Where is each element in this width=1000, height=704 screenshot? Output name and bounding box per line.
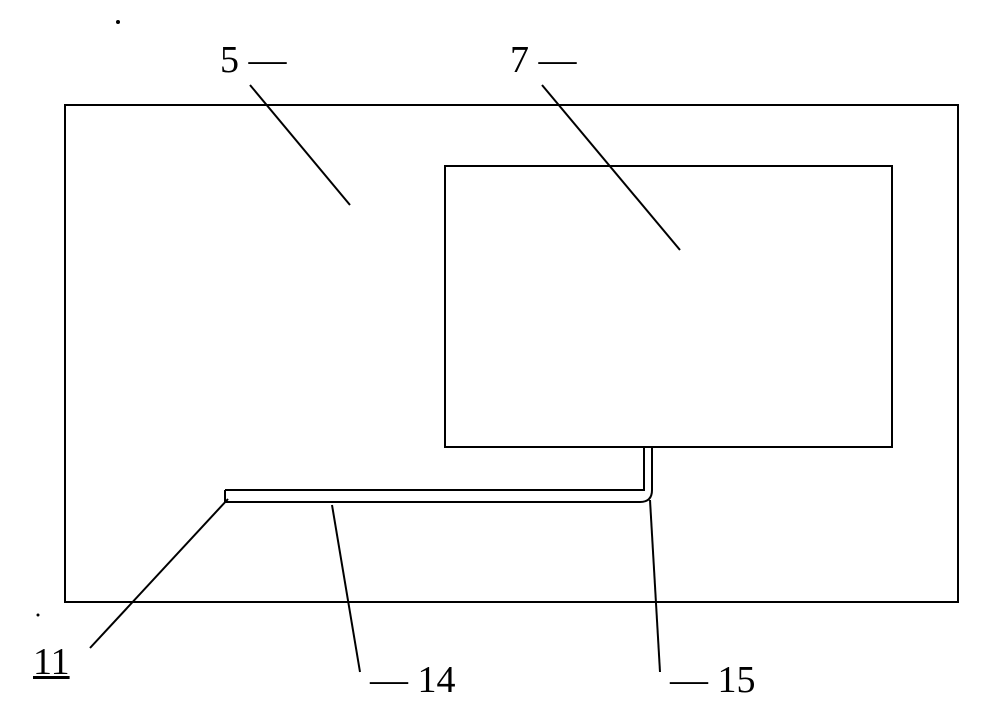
label-7-text: 7 [510, 39, 529, 81]
label-11-text: 11 [33, 641, 70, 683]
label-15-dash: — [670, 659, 718, 701]
label-14: — 14 [370, 658, 456, 702]
leader-11 [90, 499, 228, 648]
label-15-text: 15 [718, 659, 756, 701]
leader-5 [250, 85, 350, 205]
label-15: — 15 [670, 658, 756, 702]
label-14-dash: — [370, 659, 418, 701]
dot-marker-2 [37, 614, 40, 617]
leader-15 [650, 500, 660, 672]
diagram-svg [0, 0, 1000, 704]
label-14-text: 14 [418, 659, 456, 701]
diagram-container: 5 — 7 — 11 — 14 — 15 [0, 0, 1000, 704]
label-5: 5 — [220, 38, 287, 82]
label-7-dash: — [539, 39, 577, 81]
channel-outline [225, 447, 652, 502]
leader-14 [332, 505, 360, 672]
outer-rect [65, 105, 958, 602]
inner-rect [445, 166, 892, 447]
label-11: 11 [33, 640, 70, 684]
leader-7 [542, 85, 680, 250]
label-7: 7 — [510, 38, 577, 82]
dot-marker [116, 20, 120, 24]
label-5-dash: — [249, 39, 287, 81]
label-5-text: 5 [220, 39, 239, 81]
